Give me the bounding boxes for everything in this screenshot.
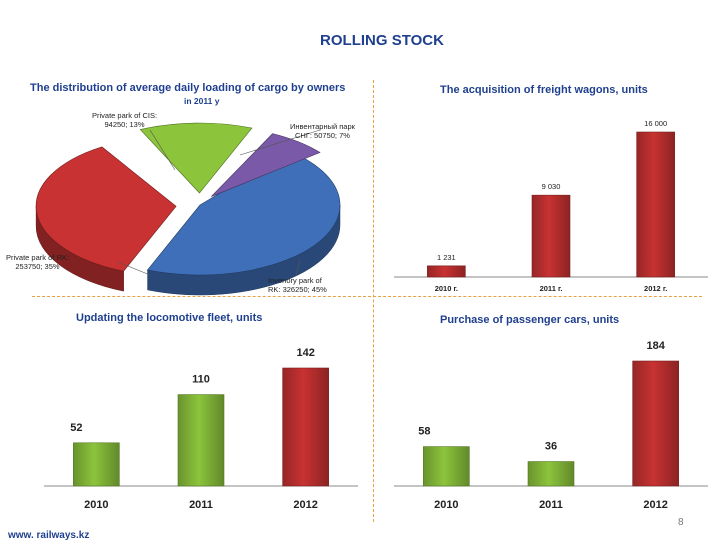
page-title: ROLLING STOCK [320,32,444,49]
pie-slice-top [35,146,177,272]
pie-slice-top [147,151,341,276]
bar-value-label-3: 184 [646,340,665,352]
pie-chart-title: The distribution of average daily loadin… [30,82,346,94]
freight-bar-chart: 1 231 2010 г. 9 030 2011 г. 16 000 2012 г. [394,119,708,293]
pie-slice-purple [210,133,321,197]
category-label-1: 2010 г. [435,284,458,293]
pie-slice-blue [147,151,341,296]
category-label-2: 2011 [539,499,563,511]
bar-2 [177,394,225,487]
bar-2 [527,461,575,487]
pie-slice-top [210,133,321,197]
pie-label-red-line1: Private park of RK: [6,253,69,262]
locomotive-chart-title: Updating the locomotive fleet, units [76,312,263,324]
category-label-1: 2010 [84,499,108,511]
bar-value-label-3: 16 000 [644,119,667,128]
passenger-bar-chart: 58 2010 36 2011 184 2012 [394,340,708,511]
pie-label-red: Private park of RK: 253750; 35% [6,253,69,271]
pie-label-red-line2: 253750; 35% [15,262,60,271]
bar-3 [282,367,329,487]
pie-slice-red [35,146,177,292]
category-label-3: 2012 [293,499,317,511]
bar-value-label-3: 142 [296,347,314,359]
category-label-2: 2011 г. [540,284,563,293]
bar-3 [636,131,675,278]
locomotive-bar-chart: 52 2010 110 2011 142 2012 [44,347,358,511]
pie-leader-line-2 [117,261,151,276]
page-number: 8 [678,517,684,528]
pie-label-purple-line2: СНГ: 50750; 7% [295,131,350,140]
pie-label-blue-line2: RK: 326250; 45% [268,285,327,294]
pie-slice-green [139,122,253,194]
bar-value-label-1: 52 [70,422,82,434]
vertical-divider [373,80,374,522]
pie-chart-subtitle: in 2011 y [184,96,220,106]
bar-1 [73,442,120,487]
bar-value-label-2: 9 030 [542,182,561,191]
bar-value-label-1: 58 [418,426,430,438]
pie-label-purple-line1: Инвентарный парк [290,122,355,131]
pie-label-green-line2: 94250; 13% [104,120,145,129]
bar-1 [423,446,470,487]
bar-value-label-2: 110 [192,374,210,386]
bar-2 [531,194,571,278]
pie-leader-line-4 [239,129,321,156]
pie-label-blue-line1: Invenory park of [268,276,322,285]
pie-slice-top [139,122,253,194]
footer-url: www. railways.kz [8,530,90,541]
category-label-1: 2010 [434,499,458,511]
category-label-2: 2011 [189,499,213,511]
freight-chart-title: The acquisition of freight wagons, units [440,84,648,96]
category-label-3: 2012 [643,499,667,511]
pie-label-green: Private park of CIS: 94250; 13% [92,111,157,129]
horizontal-divider [32,296,702,297]
category-label-3: 2012 г. [644,284,667,293]
pie-leader-line-3 [149,129,176,171]
bar-1 [427,265,466,278]
pie-label-purple: Инвентарный парк СНГ: 50750; 7% [290,122,355,140]
bar-3 [632,360,679,487]
bar-value-label-1: 1 231 [437,253,456,262]
passenger-chart-title: Purchase of passenger cars, units [440,314,620,326]
pie-label-green-line1: Private park of CIS: [92,111,158,120]
bar-value-label-2: 36 [545,441,557,453]
pie-chart [35,122,341,296]
pie-leader-line-1 [295,259,301,277]
pie-label-blue: Invenory park of RK: 326250; 45% [268,276,327,294]
